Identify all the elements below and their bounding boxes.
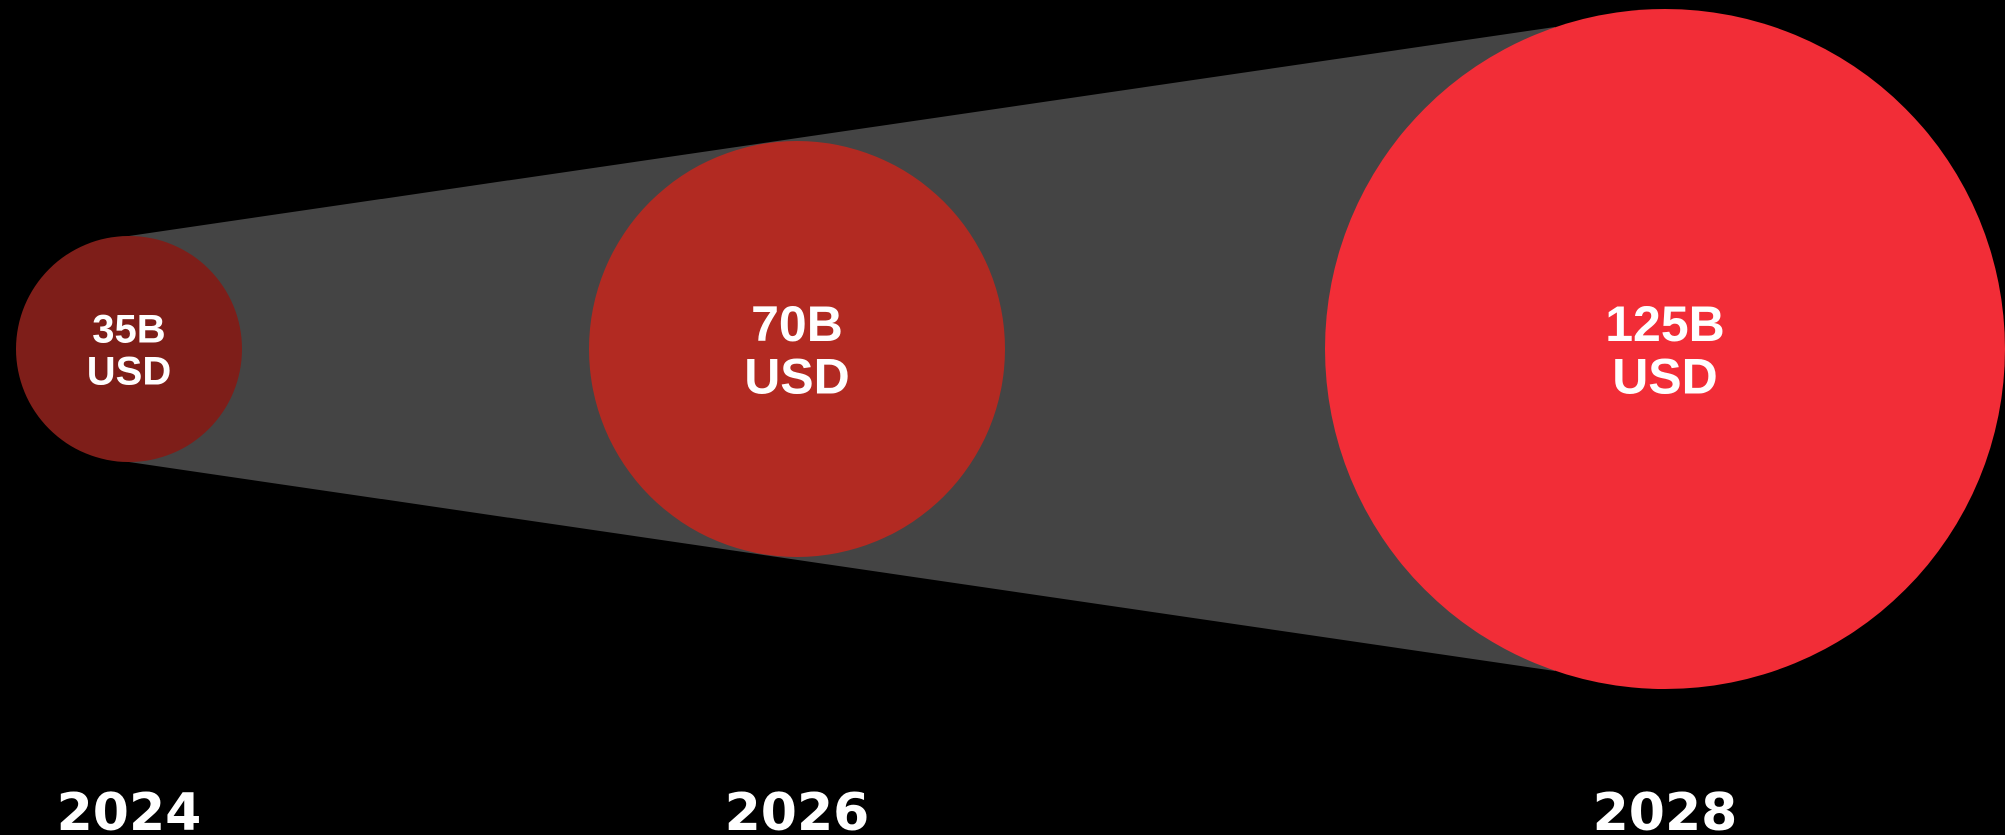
value-unit-2028: USD <box>1612 349 1718 405</box>
value-amount-2024: 35B <box>92 308 165 352</box>
value-label-2026: 70B USD <box>744 296 850 405</box>
value-amount-2026: 70B <box>751 296 843 352</box>
value-label-2028: 125B USD <box>1605 296 1725 405</box>
year-label-2024: 2024 <box>57 783 202 835</box>
year-label-group: 2024 2026 2028 <box>57 783 1738 835</box>
year-label-2028: 2028 <box>1593 783 1738 835</box>
value-amount-2028: 125B <box>1605 296 1725 352</box>
value-unit-2026: USD <box>744 349 850 405</box>
year-label-2026: 2026 <box>725 783 870 835</box>
value-label-2024: 35B USD <box>87 308 171 394</box>
value-unit-2024: USD <box>87 350 171 394</box>
